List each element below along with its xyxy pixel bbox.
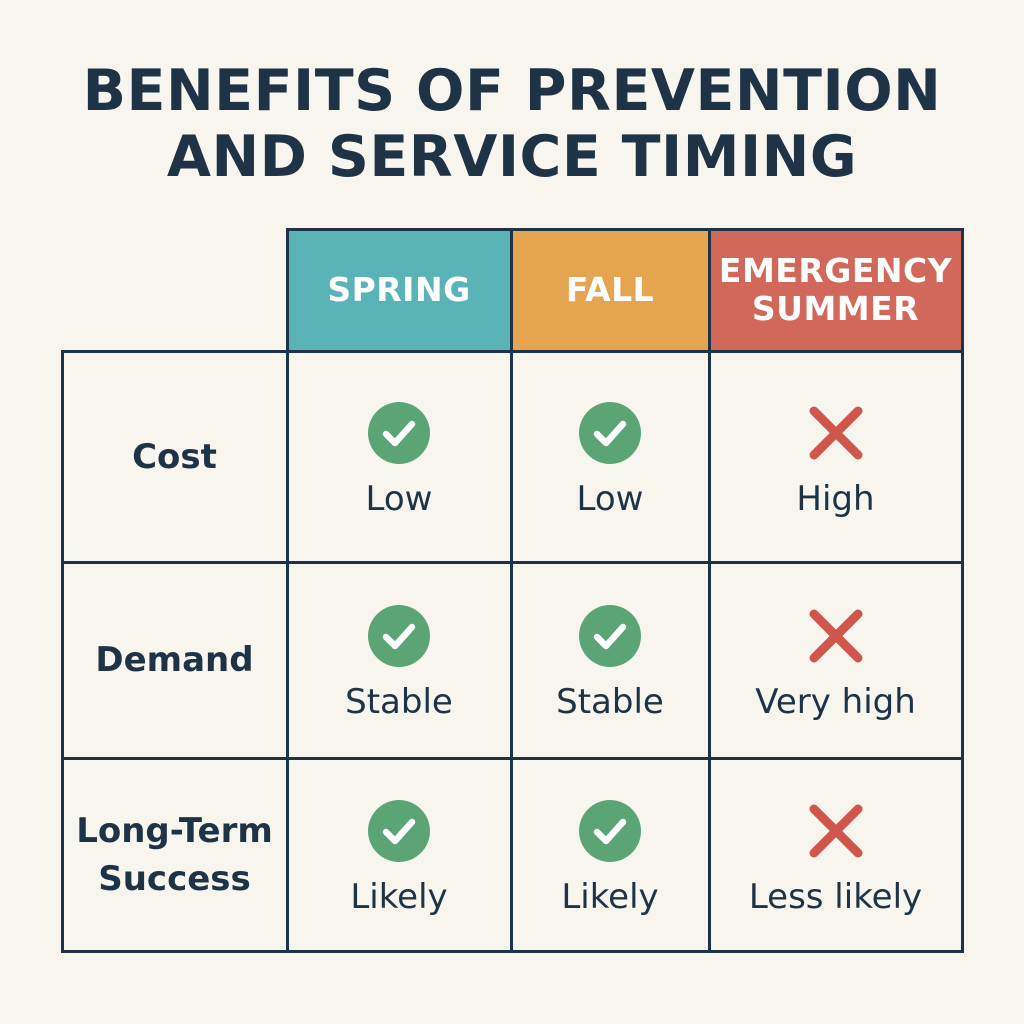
cell-value: Low: [365, 478, 433, 519]
cell-value: Likely: [561, 876, 659, 917]
table-cell: High: [709, 351, 962, 562]
row-label-text: Long-Term Success: [76, 810, 273, 899]
x-mark-icon: [804, 799, 868, 863]
row-label-text: Cost: [132, 436, 217, 477]
row-label-long-term-success: Long-Term Success: [62, 758, 287, 951]
x-mark-icon: [804, 604, 868, 668]
grid-line: [708, 228, 711, 953]
table-cell: Very high: [709, 562, 962, 758]
column-header-spring: SPRING: [287, 229, 511, 351]
cell-value: High: [796, 478, 875, 519]
grid-line: [510, 228, 513, 953]
column-header-fall: FALL: [511, 229, 709, 351]
cell-value: Likely: [350, 876, 448, 917]
check-circle-icon: [578, 604, 642, 668]
grid-line: [286, 228, 289, 953]
check-circle-icon: [367, 604, 431, 668]
cell-value: Stable: [556, 682, 664, 722]
cell-value: Low: [576, 478, 644, 519]
table-cell: Stable: [511, 562, 709, 758]
cell-value: Very high: [755, 682, 916, 722]
column-header-label: EMERGENCY SUMMER: [718, 251, 953, 328]
row-label-text: Demand: [95, 640, 254, 680]
table-cell: Likely: [287, 758, 511, 951]
table-cell: Low: [511, 351, 709, 562]
table-cell: Low: [287, 351, 511, 562]
x-mark-icon: [804, 401, 868, 465]
check-circle-icon: [367, 799, 431, 863]
check-circle-icon: [578, 401, 642, 465]
title-line-1: BENEFITS OF PREVENTION: [82, 58, 942, 124]
page-title: BENEFITS OF PREVENTION AND SERVICE TIMIN…: [0, 58, 1024, 190]
grid-line: [61, 350, 64, 953]
cell-value: Stable: [345, 682, 453, 722]
cell-value: Less likely: [748, 876, 923, 917]
column-header-label: SPRING: [327, 270, 471, 309]
title-line-2: AND SERVICE TIMING: [166, 124, 858, 190]
check-circle-icon: [367, 401, 431, 465]
column-header-label: FALL: [565, 270, 655, 309]
column-header-emergency-summer: EMERGENCY SUMMER: [709, 229, 962, 351]
table-cell: Likely: [511, 758, 709, 951]
table-cell: Less likely: [709, 758, 962, 951]
table-cell: Stable: [287, 562, 511, 758]
row-label-demand: Demand: [62, 562, 287, 758]
grid-line: [286, 228, 964, 231]
check-circle-icon: [578, 799, 642, 863]
row-label-cost: Cost: [62, 351, 287, 562]
grid-line: [961, 228, 964, 953]
